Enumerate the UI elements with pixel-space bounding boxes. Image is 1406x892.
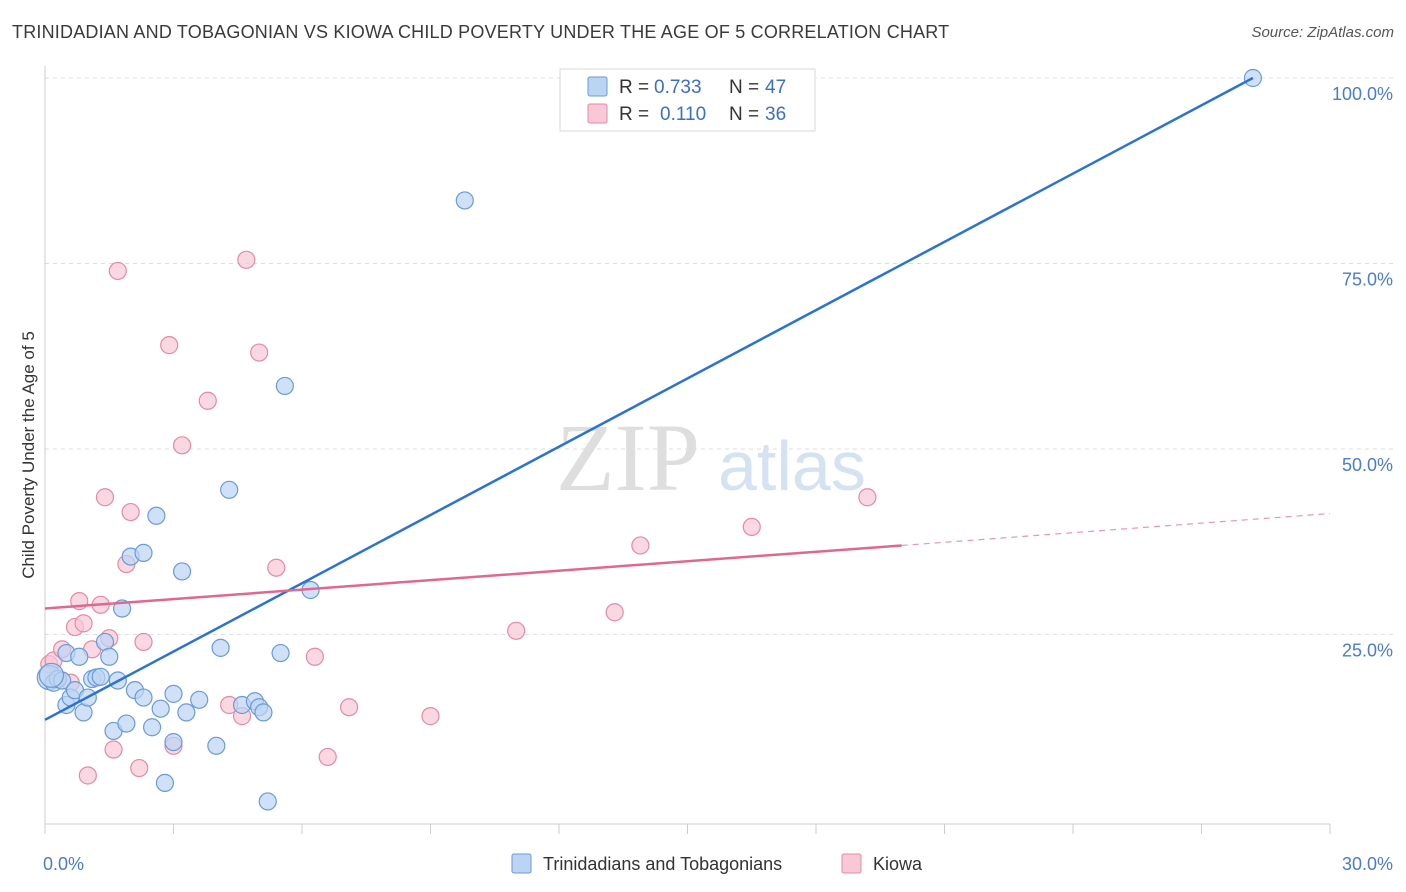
trinidadians-point-30	[177, 703, 196, 722]
trinidadians-point-41	[275, 376, 294, 396]
y-tick-label-0: 25.0%	[1342, 641, 1393, 661]
y-tick-label-2: 75.0%	[1342, 270, 1393, 290]
trinidadians-point-24	[147, 506, 166, 525]
kiowa-point-25	[237, 250, 256, 269]
legend-r-value-2: 0.110	[660, 104, 706, 125]
kiowa-point-31	[421, 707, 440, 726]
trinidadians-point-28	[164, 732, 183, 752]
trinidadians-point-32	[207, 736, 226, 755]
top-legend: R = 0.733 N = 47 R = 0.110 N = 36	[559, 68, 816, 132]
labels-layer: Child Poverty Under the Age of 5 0.0% 30…	[19, 84, 1393, 874]
y-tick-label-3: 100.0%	[1332, 84, 1393, 104]
bottom-legend-label-kiowa: Kiowa	[873, 854, 923, 874]
kiowa-point-26	[250, 343, 269, 362]
legend-r-label-1: R =	[619, 77, 649, 98]
x-tick-label-min: 0.0%	[43, 854, 84, 874]
trinidadians-point-31	[190, 690, 209, 709]
kiowa-point-32	[507, 621, 526, 640]
kiowa-point-18	[134, 632, 153, 652]
legend-n-value-2: 36	[765, 104, 786, 125]
trinidadians-point-23	[142, 718, 162, 737]
trinidadians-point-27	[164, 684, 183, 703]
chart-title: TRINIDADIAN AND TOBAGONIAN VS KIOWA CHIL…	[12, 22, 950, 42]
trinidadians-point-38	[254, 703, 273, 722]
y-axis-title: Child Poverty Under the Age of 5	[19, 331, 38, 579]
kiowa-point-36	[858, 488, 877, 507]
points-layer	[36, 68, 1263, 811]
kiowa-point-7	[74, 614, 93, 633]
trinidadians-point-43	[455, 191, 474, 210]
kiowa-point-19	[160, 336, 179, 355]
kiowa-trend-line	[44, 544, 902, 610]
kiowa-point-33	[605, 603, 624, 622]
trinidadians-point-26	[155, 773, 175, 793]
legend-r-label-2: R =	[619, 104, 649, 125]
kiowa-point-21	[172, 436, 192, 455]
kiowa-point-35	[742, 517, 761, 537]
trinidadians-point-14	[100, 647, 119, 666]
y-tick-label-1: 50.0%	[1342, 455, 1393, 475]
trinidadians-point-25	[151, 699, 170, 718]
trinidadians-point-34	[220, 480, 239, 499]
axes-layer	[44, 66, 1331, 834]
kiowa-point-13	[104, 740, 123, 759]
chart-source: Source: ZipAtlas.com	[1251, 24, 1394, 41]
legend-swatch-kiowa	[587, 103, 608, 124]
legend-n-value-1: 47	[765, 77, 786, 98]
x-tick-label-max: 30.0%	[1342, 854, 1393, 874]
bottom-legend: Trinidadians and Tobagonians Kiowa	[511, 853, 923, 874]
trinidadians-trend-line	[44, 76, 1254, 721]
kiowa-point-34	[631, 536, 650, 555]
legend-n-label-1: N =	[729, 77, 759, 98]
legend-swatch-trinidadians	[587, 76, 608, 97]
watermark: ZIP atlas	[556, 404, 866, 511]
trend-layer	[44, 76, 1331, 721]
legend-n-label-2: N =	[729, 104, 759, 125]
kiowa-point-29	[318, 747, 337, 767]
trinidadians-point-46	[91, 667, 110, 686]
trinidadians-point-29	[172, 562, 192, 581]
kiowa-point-14	[108, 261, 127, 281]
trinidadians-point-8	[70, 647, 89, 666]
kiowa-point-22	[198, 391, 217, 410]
kiowa-point-28	[305, 647, 324, 666]
kiowa-point-8	[78, 766, 97, 785]
kiowa-point-30	[340, 698, 359, 717]
bottom-legend-label-trinidadians: Trinidadians and Tobagonians	[543, 854, 782, 874]
trinidadians-point-18	[117, 714, 136, 733]
trinidadians-point-40	[271, 643, 290, 663]
kiowa-point-11	[95, 488, 115, 507]
kiowa-point-16	[121, 502, 140, 522]
kiowa-point-27	[267, 558, 286, 577]
bottom-legend-swatch-trinidadians	[511, 853, 532, 874]
bottom-legend-swatch-kiowa	[841, 853, 862, 874]
watermark-zip: ZIP	[556, 404, 700, 511]
trinidadians-point-39	[258, 792, 277, 811]
trinidadians-point-45	[38, 662, 65, 688]
kiowa-point-17	[130, 758, 149, 778]
trinidadians-point-33	[211, 638, 230, 657]
trinidadians-point-21	[134, 543, 153, 562]
legend-r-value-1: 0.733	[654, 77, 702, 98]
trinidadians-point-22	[134, 688, 153, 707]
watermark-atlas: atlas	[718, 427, 866, 505]
grid-layer	[45, 77, 1395, 635]
kiowa-trend-extension	[901, 512, 1331, 547]
